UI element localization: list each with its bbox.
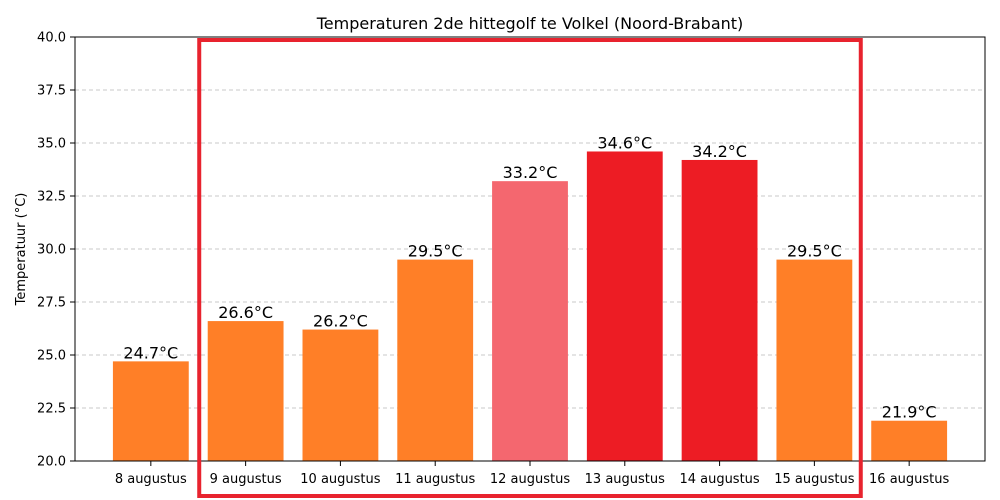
bar: [397, 259, 474, 461]
y-tick-label: 37.5: [37, 84, 66, 99]
y-tick-label: 20.0: [37, 455, 66, 470]
x-tick-label: 10 augustus: [300, 472, 380, 487]
data-label: 33.2°C: [503, 163, 558, 182]
x-axis-ticks: 8 augustus 9 augustus 10 augustus 11 august…: [115, 461, 950, 487]
y-axis-label: Temperatuur (°C): [14, 193, 29, 307]
bar: [302, 329, 379, 461]
y-tick-label: 22.5: [37, 402, 66, 417]
y-tick-label: 32.5: [37, 190, 66, 205]
bar: [776, 259, 853, 461]
x-tick-label: 8 augustus: [115, 472, 187, 487]
heatwave-highlight-box: [197, 38, 863, 498]
data-label: 21.9°C: [882, 403, 937, 422]
data-label: 34.2°C: [692, 142, 747, 161]
bar: [492, 181, 568, 461]
data-label: 26.6°C: [218, 303, 273, 322]
bar: [681, 159, 758, 461]
x-tick-label: 9 augustus: [210, 472, 282, 487]
x-tick-label: 13 augustus: [585, 472, 665, 487]
data-label: 29.5°C: [408, 242, 463, 261]
y-tick-label: 35.0: [37, 137, 66, 152]
bar: [112, 361, 189, 461]
x-tick-label: 14 augustus: [679, 472, 759, 487]
x-tick-label: 11 augustus: [395, 472, 475, 487]
y-tick-label: 27.5: [37, 296, 66, 311]
chart-title: Temperaturen 2de hittegolf te Volkel (No…: [316, 14, 744, 33]
data-label: 26.2°C: [313, 312, 368, 331]
bar: [871, 420, 948, 461]
data-label: 24.7°C: [123, 343, 178, 362]
x-tick-label: 12 augustus: [490, 472, 570, 487]
bars: [112, 151, 948, 462]
y-axis-ticks: 20.0 22.5 25.0 27.5 30.0 32.5 35.0 37.5 40.0: [37, 31, 75, 470]
data-label: 29.5°C: [787, 242, 842, 261]
data-label: 34.6°C: [597, 133, 652, 152]
data-labels: 24.7°C 26.6°C 26.2°C 29.5°C 33.2°C 34.6°C 34.2…: [123, 133, 936, 421]
x-tick-label: 15 augustus: [774, 472, 854, 487]
y-tick-label: 25.0: [37, 349, 66, 364]
y-tick-label: 40.0: [37, 31, 66, 46]
bar: [207, 321, 284, 461]
y-tick-label: 30.0: [37, 243, 66, 258]
bar: [586, 151, 663, 462]
x-tick-label: 16 augustus: [869, 472, 949, 487]
